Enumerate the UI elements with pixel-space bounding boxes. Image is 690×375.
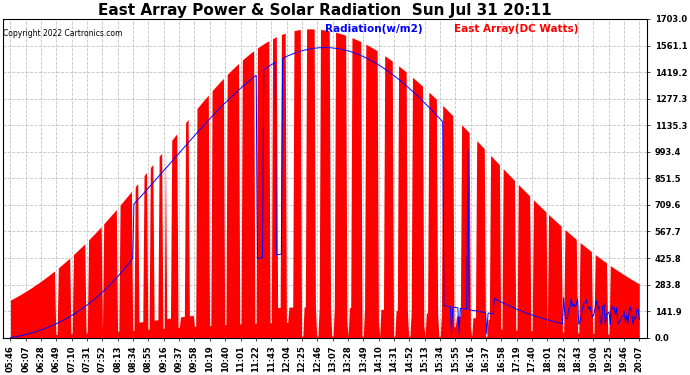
Text: Radiation(w/m2): Radiation(w/m2) bbox=[325, 24, 422, 34]
Text: Copyright 2022 Cartronics.com: Copyright 2022 Cartronics.com bbox=[3, 28, 123, 38]
Title: East Array Power & Solar Radiation  Sun Jul 31 20:11: East Array Power & Solar Radiation Sun J… bbox=[98, 3, 552, 18]
Text: East Array(DC Watts): East Array(DC Watts) bbox=[454, 24, 578, 34]
